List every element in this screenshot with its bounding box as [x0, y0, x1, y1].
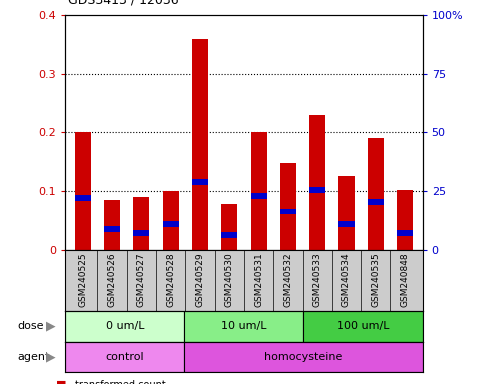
Bar: [339, 222, 355, 227]
Bar: [397, 190, 413, 250]
Bar: [192, 179, 208, 185]
Text: control: control: [105, 352, 144, 362]
Bar: [65, 311, 185, 342]
Text: GSM240535: GSM240535: [371, 253, 380, 308]
Text: GSM240531: GSM240531: [254, 253, 263, 308]
Text: GSM240525: GSM240525: [78, 253, 87, 307]
Text: 10 um/L: 10 um/L: [221, 321, 267, 331]
Text: GSM240529: GSM240529: [196, 253, 204, 307]
Bar: [163, 222, 179, 227]
Text: GSM240527: GSM240527: [137, 253, 146, 307]
Text: transformed count: transformed count: [75, 380, 166, 384]
Bar: [104, 200, 120, 250]
Bar: [192, 39, 208, 250]
Text: GSM240530: GSM240530: [225, 253, 234, 308]
Bar: [280, 209, 296, 215]
Text: GSM240532: GSM240532: [284, 253, 292, 307]
Bar: [397, 230, 413, 236]
Bar: [133, 230, 149, 236]
Bar: [251, 132, 267, 250]
Bar: [185, 311, 303, 342]
Bar: [221, 232, 237, 238]
Bar: [303, 311, 423, 342]
Text: ■: ■: [56, 380, 66, 384]
Text: GSM240526: GSM240526: [108, 253, 116, 307]
Bar: [368, 199, 384, 205]
Text: agent: agent: [17, 352, 49, 362]
Text: GSM240848: GSM240848: [400, 253, 410, 307]
Bar: [104, 226, 120, 232]
Text: ▶: ▶: [46, 320, 56, 333]
Bar: [251, 193, 267, 199]
Bar: [368, 138, 384, 250]
Text: GDS3413 / 12036: GDS3413 / 12036: [68, 0, 179, 7]
Bar: [75, 132, 91, 250]
Bar: [163, 191, 179, 250]
Bar: [309, 115, 325, 250]
Bar: [280, 163, 296, 250]
Text: GSM240534: GSM240534: [342, 253, 351, 307]
Bar: [185, 342, 423, 372]
Bar: [309, 187, 325, 193]
Bar: [65, 342, 185, 372]
Bar: [75, 195, 91, 201]
Text: GSM240533: GSM240533: [313, 253, 322, 308]
Text: homocysteine: homocysteine: [264, 352, 342, 362]
Bar: [221, 204, 237, 250]
Text: 100 um/L: 100 um/L: [337, 321, 389, 331]
Text: ▶: ▶: [46, 351, 56, 364]
Bar: [133, 197, 149, 250]
Bar: [339, 176, 355, 250]
Text: 0 um/L: 0 um/L: [105, 321, 144, 331]
Text: GSM240528: GSM240528: [166, 253, 175, 307]
Text: dose: dose: [17, 321, 43, 331]
